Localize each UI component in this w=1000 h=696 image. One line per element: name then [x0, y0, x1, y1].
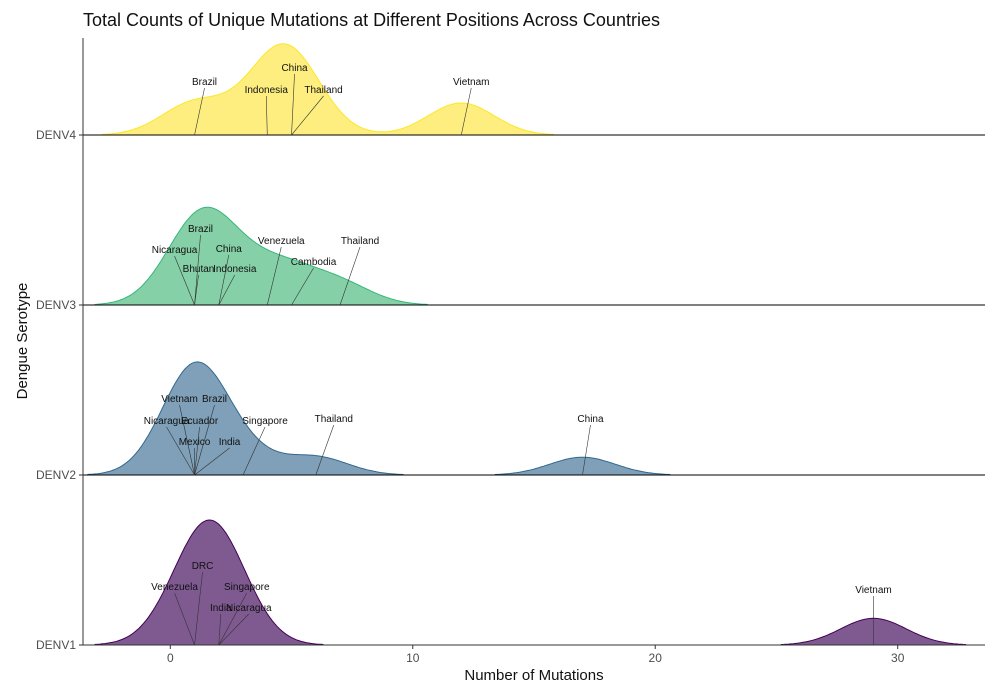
- label-segment: [166, 426, 195, 476]
- point-label-denv1-drc: DRC: [192, 561, 214, 572]
- label-segment: [179, 404, 195, 476]
- point-label-denv2-mexico: Mexico: [179, 437, 211, 448]
- x-tick-label: 0: [167, 651, 174, 665]
- label-segment: [194, 571, 203, 646]
- point-label-denv3-thailand: Thailand: [341, 236, 379, 247]
- point-label-denv3-venezuela: Venezuela: [258, 236, 305, 247]
- point-label-denv4-china: China: [281, 63, 308, 74]
- x-tick-label: 10: [406, 651, 420, 665]
- point-label-denv4-brazil: Brazil: [192, 77, 217, 88]
- y-axis-title: Dengue Serotype: [14, 283, 31, 400]
- label-segment: [315, 424, 335, 476]
- point-label-denv3-china: China: [216, 244, 243, 255]
- ridge-denv2-area-1: [494, 456, 671, 476]
- point-label-denv4-vietnam: Vietnam: [453, 77, 490, 88]
- ridge-denv3-area-0: [94, 206, 428, 306]
- point-label-denv3-cambodia: Cambodia: [291, 257, 337, 268]
- point-label-denv2-singapore: Singapore: [242, 416, 288, 427]
- point-label-denv1-india: India: [210, 603, 232, 614]
- ridge-denv4-area-0: [101, 43, 554, 136]
- y-tick-label-denv4: DENV4: [36, 128, 76, 142]
- chart-title: Total Counts of Unique Mutations at Diff…: [83, 10, 660, 30]
- label-segment: [194, 274, 199, 306]
- label-segment: [582, 424, 591, 476]
- label-segment: [174, 592, 195, 646]
- x-tick-label: 20: [649, 651, 663, 665]
- label-segment: [194, 426, 200, 476]
- x-tick-label: 30: [891, 651, 905, 665]
- label-segment: [291, 73, 295, 136]
- point-label-denv3-bhutan: Bhutan: [183, 264, 215, 275]
- point-label-denv4-indonesia: Indonesia: [245, 85, 289, 96]
- point-label-denv1-venezuela: Venezuela: [151, 582, 198, 593]
- point-label-denv2-ecuador: Ecuador: [181, 416, 219, 427]
- ridge-denv1-area-0: [94, 519, 324, 646]
- point-label-denv3-nicaragua: Nicaragua: [152, 245, 198, 256]
- point-label-denv3-indonesia: Indonesia: [213, 264, 257, 275]
- label-segment: [218, 254, 230, 306]
- point-label-denv2-thailand: Thailand: [315, 414, 353, 425]
- label-segment: [218, 274, 236, 306]
- point-label-denv2-nicaragua: Nicaragua: [144, 416, 190, 427]
- label-segment: [194, 447, 230, 476]
- point-label-denv3-brazil: Brazil: [188, 224, 213, 235]
- label-segment: [174, 255, 195, 306]
- point-label-denv1-singapore: Singapore: [224, 582, 270, 593]
- point-label-denv2-india: India: [219, 437, 241, 448]
- label-segment: [291, 95, 324, 136]
- label-segment: [194, 87, 205, 136]
- label-segment: [218, 613, 250, 646]
- label-segments-layer: [166, 73, 874, 646]
- label-segment: [218, 592, 248, 646]
- label-segment: [218, 613, 222, 646]
- ridges-layer: [87, 43, 967, 646]
- point-label-denv2-vietnam: Vietnam: [161, 394, 198, 405]
- point-label-denv1-vietnam: Vietnam: [855, 585, 892, 596]
- label-segment: [194, 234, 201, 306]
- axes-layer: Number of Mutations Dengue Serotype DENV…: [14, 38, 985, 684]
- x-axis-title: Number of Mutations: [464, 667, 603, 684]
- label-segment: [194, 404, 215, 476]
- label-segment: [266, 246, 282, 306]
- y-tick-label-denv1: DENV1: [36, 638, 76, 652]
- point-label-denv4-thailand: Thailand: [304, 85, 342, 96]
- point-label-denv2-china: China: [577, 414, 604, 425]
- y-tick-label-denv2: DENV2: [36, 468, 76, 482]
- point-label-denv2-brazil: Brazil: [202, 394, 227, 405]
- label-segment: [265, 95, 268, 136]
- label-segment: [242, 426, 266, 476]
- ridge-denv2-area-0: [87, 361, 404, 476]
- point-label-denv1-nicaragua: Nicaragua: [226, 603, 272, 614]
- label-segment: [291, 267, 314, 306]
- y-tick-label-denv3: DENV3: [36, 298, 76, 312]
- label-segment: [339, 246, 361, 306]
- label-segment: [460, 87, 472, 136]
